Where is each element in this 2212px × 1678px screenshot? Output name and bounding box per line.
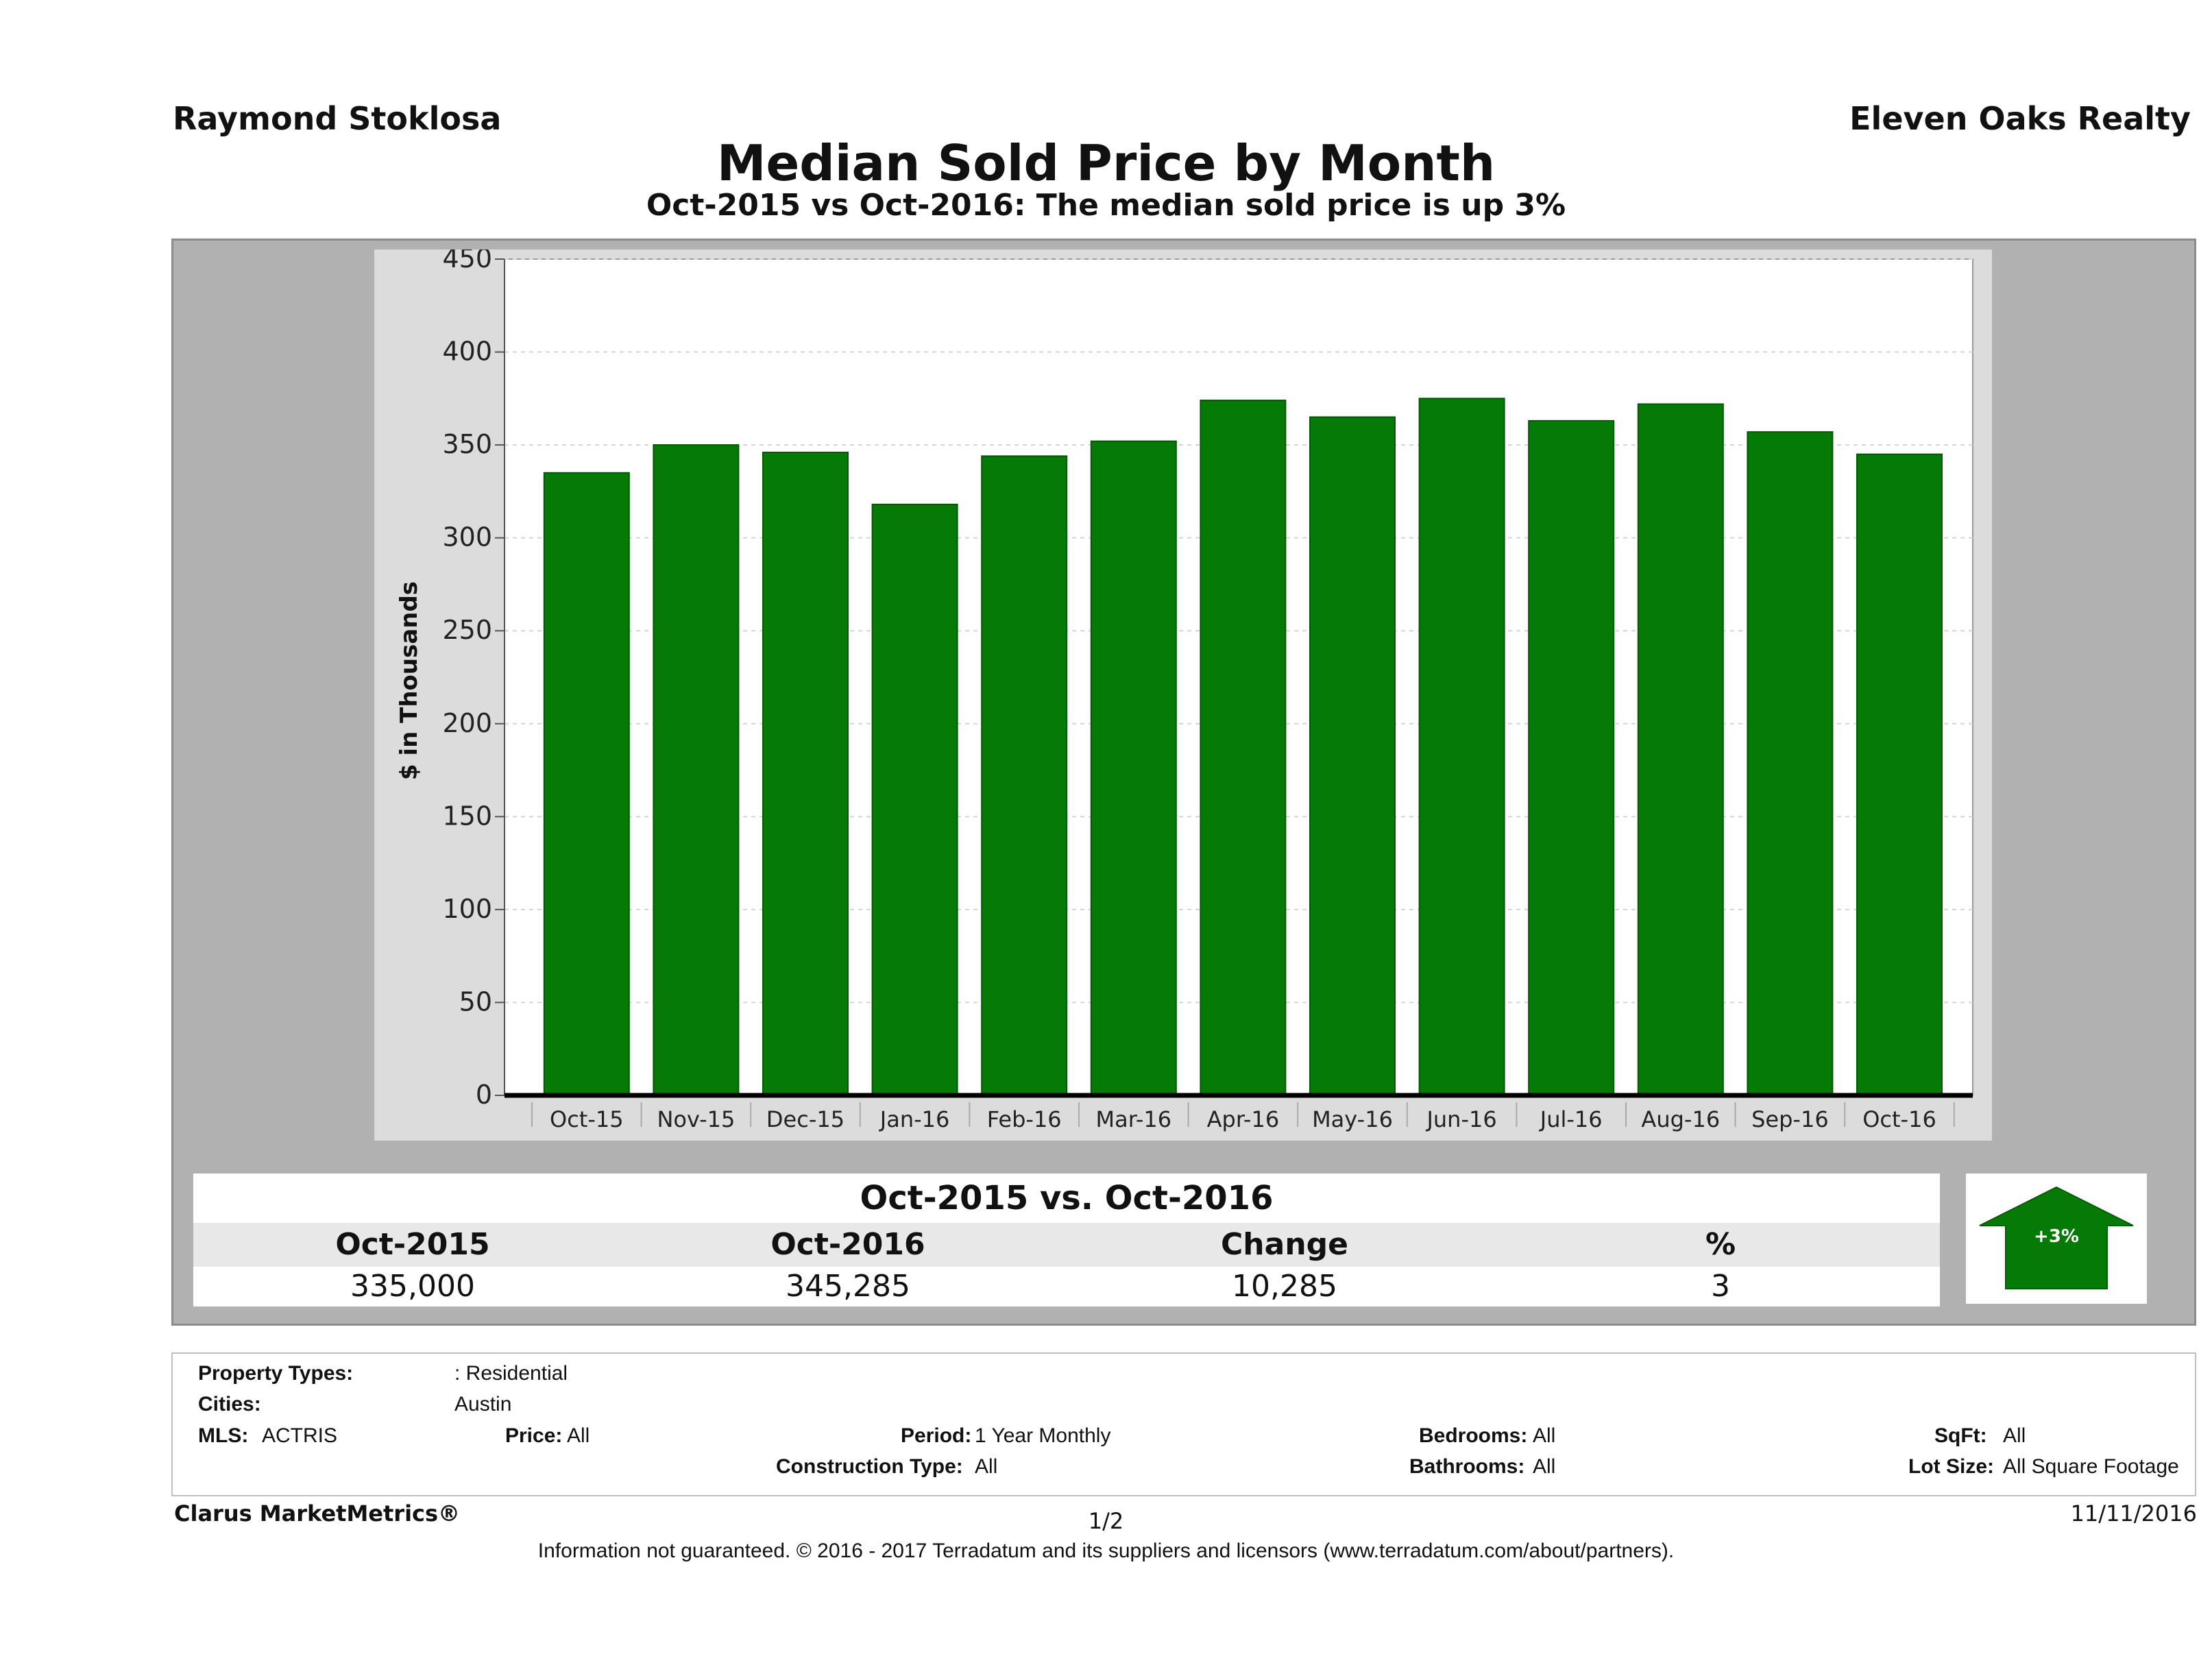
- bar: [1747, 431, 1834, 1096]
- y-tick-label: 400: [442, 337, 492, 367]
- footer-disclaimer: Information not guaranteed. © 2016 - 201…: [537, 1540, 1675, 1562]
- bar: [762, 451, 849, 1096]
- bedrooms-value: All: [1533, 1424, 1556, 1447]
- price-label: Price:: [505, 1424, 563, 1447]
- comparison-value-change: 10,285: [1232, 1269, 1337, 1304]
- bar: [543, 472, 630, 1096]
- y-axis-label: $ in Thousands: [396, 581, 423, 780]
- change-badge-box: +3%: [1966, 1174, 2147, 1304]
- bathrooms-value: All: [1533, 1455, 1556, 1478]
- y-tick-label: 250: [442, 615, 492, 645]
- y-tick-label: 350: [442, 429, 492, 459]
- y-tick-label: 300: [442, 522, 492, 552]
- mls-value: ACTRIS: [262, 1424, 338, 1447]
- bedrooms-label: Bedrooms:: [1419, 1424, 1528, 1447]
- lot-size-label: Lot Size:: [1908, 1455, 1994, 1478]
- construction-type-label: Construction Type:: [776, 1455, 963, 1478]
- y-tick-label: 0: [476, 1080, 492, 1110]
- chart-title: Median Sold Price by Month: [716, 134, 1496, 192]
- comparison-header-start: Oct-2015: [335, 1227, 490, 1262]
- footer-date: 11/11/2016: [2070, 1500, 2197, 1527]
- x-tick-label: Sep-16: [1751, 1106, 1829, 1132]
- bar-chart: 0 50 100 150 200 250 300 350 400 450 Oct-15 Nov-15 D…: [396, 250, 1973, 1132]
- bar: [1309, 416, 1396, 1096]
- x-tick-label: Jun-16: [1425, 1106, 1496, 1132]
- x-tick-label: Jan-16: [879, 1106, 950, 1132]
- bars-layer: [543, 398, 1943, 1097]
- brokerage-name: Eleven Oaks Realty: [1849, 100, 2191, 137]
- x-tick-label: Dec-15: [766, 1106, 844, 1132]
- comparison-value-percent: 3: [1711, 1269, 1730, 1304]
- filter-info-box: Property Types: : Residential Cities: Au…: [171, 1352, 2196, 1496]
- construction-type-value: All: [975, 1455, 998, 1478]
- y-tick-label: 100: [442, 894, 492, 924]
- price-value: All: [567, 1424, 590, 1447]
- bar: [871, 503, 958, 1097]
- x-tick-label: May-16: [1312, 1106, 1393, 1132]
- up-arrow-icon: +3%: [1979, 1186, 2134, 1289]
- x-tick-label: Aug-16: [1641, 1106, 1720, 1132]
- footer-brand: Clarus MarketMetrics®: [174, 1500, 461, 1527]
- x-tick-label: Feb-16: [987, 1106, 1062, 1132]
- y-tick-label: 150: [442, 801, 492, 831]
- chart-subtitle: Oct-2015 vs Oct-2016: The median sold pr…: [646, 188, 1566, 223]
- x-tick-label: Oct-15: [550, 1106, 624, 1132]
- axis-layer: 0 50 100 150 200 250 300 350 400 450 Oct-15 Nov-15 D…: [442, 250, 1973, 1132]
- page-number: 1/2: [1088, 1508, 1124, 1534]
- comparison-value-end: 345,285: [786, 1269, 910, 1304]
- x-tick-label: Nov-15: [657, 1106, 735, 1132]
- comparison-value-start: 335,000: [350, 1269, 475, 1304]
- bar: [1637, 403, 1724, 1096]
- y-tick-label: 450: [442, 250, 492, 273]
- comparison-title: Oct-2015 vs. Oct-2016: [193, 1174, 1940, 1223]
- sqft-value: All: [2003, 1424, 2026, 1447]
- comparison-header-end: Oct-2016: [770, 1227, 925, 1262]
- comparison-value-row: 335,000 345,285 10,285 3: [193, 1267, 1940, 1306]
- sqft-label: SqFt:: [1934, 1424, 1987, 1447]
- y-tick-label: 50: [459, 986, 492, 1017]
- cities-value: Austin: [454, 1393, 512, 1415]
- x-tick-label: Jul-16: [1539, 1106, 1603, 1132]
- comparison-header-percent: %: [1705, 1227, 1736, 1262]
- x-tick-label: Mar-16: [1096, 1106, 1172, 1132]
- mls-label: MLS:: [198, 1424, 249, 1447]
- lot-size-value: All Square Footage: [2003, 1455, 2179, 1478]
- property-types-label: Property Types:: [198, 1362, 354, 1385]
- y-tick-label: 200: [442, 708, 492, 738]
- comparison-header-row: Oct-2015 Oct-2016 Change %: [193, 1223, 1940, 1267]
- comparison-header-change: Change: [1221, 1227, 1348, 1262]
- bar: [1856, 453, 1943, 1096]
- x-tick-label: Apr-16: [1207, 1106, 1280, 1132]
- period-label: Period:: [901, 1424, 972, 1447]
- period-value: 1 Year Monthly: [975, 1424, 1111, 1447]
- bar: [1528, 420, 1615, 1097]
- bathrooms-label: Bathrooms:: [1409, 1455, 1525, 1478]
- comparison-table: Oct-2015 vs. Oct-2016 Oct-2015 Oct-2016 …: [193, 1174, 1940, 1307]
- bar: [981, 455, 1068, 1096]
- bar: [653, 444, 740, 1097]
- x-tick-label: Oct-16: [1862, 1106, 1936, 1132]
- agent-name: Raymond Stoklosa: [173, 100, 502, 137]
- property-types-value: : Residential: [454, 1362, 568, 1385]
- bar: [1200, 400, 1287, 1097]
- bar: [1090, 440, 1177, 1096]
- change-badge-label: +3%: [2034, 1226, 2079, 1247]
- bar: [1418, 398, 1505, 1097]
- cities-label: Cities:: [198, 1393, 261, 1415]
